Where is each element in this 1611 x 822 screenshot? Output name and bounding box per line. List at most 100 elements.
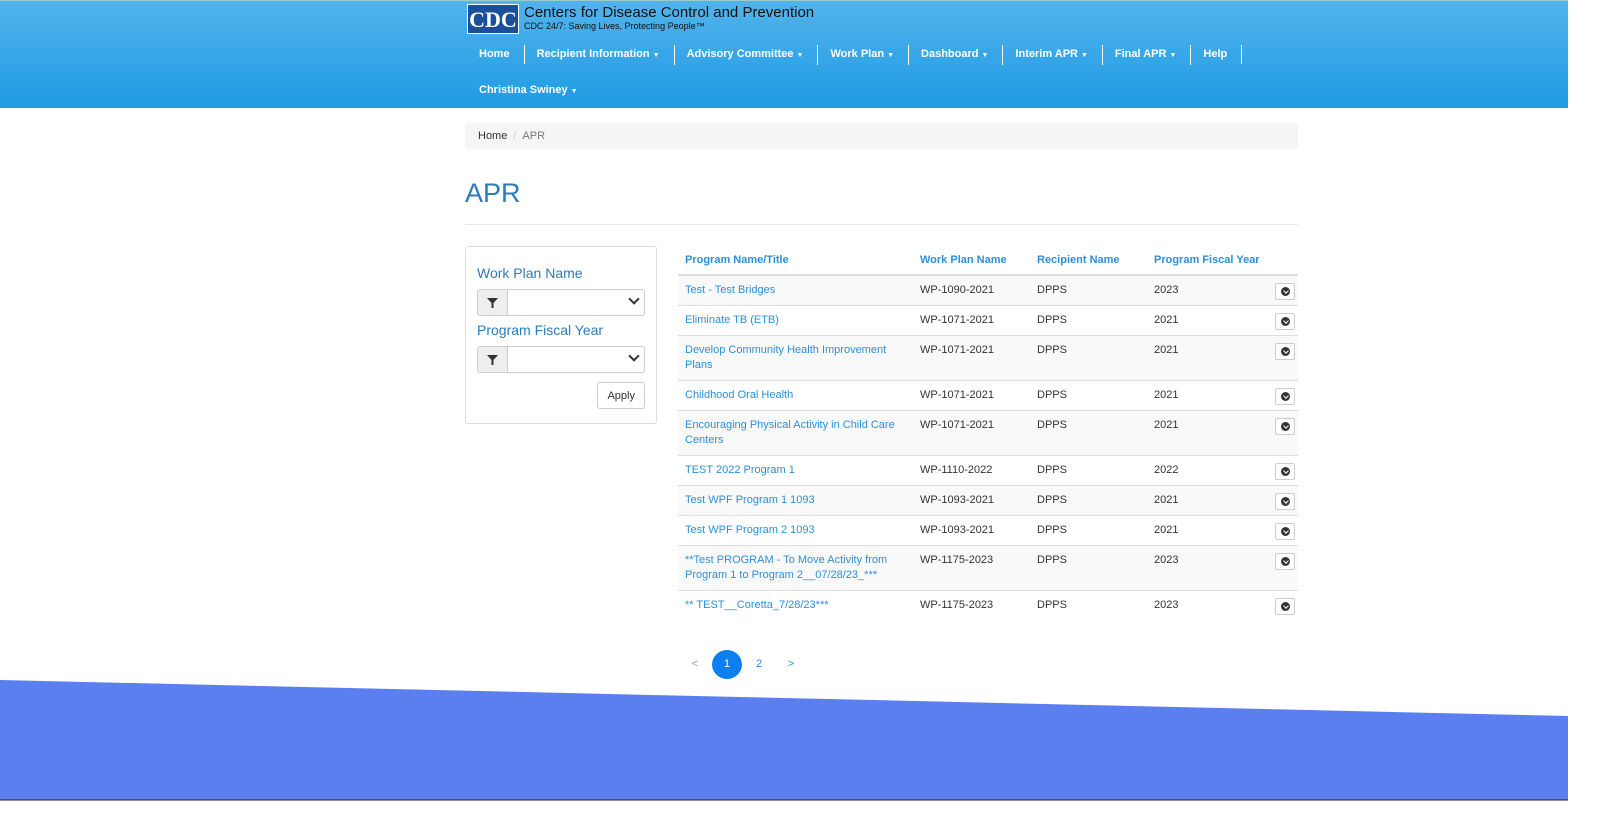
nav-item-label: Advisory Committee — [686, 47, 794, 60]
recipient-cell: DPPS — [1030, 274, 1147, 306]
chevron-down-icon — [628, 350, 640, 362]
column-header[interactable]: Work Plan Name — [913, 248, 1030, 276]
program-link[interactable]: Eliminate TB (ETB) — [685, 314, 779, 326]
expand-row-button[interactable] — [1275, 598, 1295, 615]
work-plan-cell: WP-1090-2021 — [913, 274, 1030, 306]
fiscal-year-cell: 2022 — [1147, 455, 1268, 486]
cell-value: 2021 — [1154, 494, 1179, 506]
work-plan-select[interactable] — [477, 289, 645, 316]
program-link[interactable]: TEST 2022 Program 1 — [685, 464, 795, 476]
cell-value: WP-1090-2021 — [920, 284, 994, 296]
program-name-cell: Encouraging Physical Activity in Child C… — [678, 410, 913, 456]
nav-item-work-plan[interactable]: Work Plan ▼ — [818, 44, 910, 65]
expand-row-button[interactable] — [1275, 343, 1295, 360]
column-header[interactable]: Recipient Name — [1030, 248, 1147, 276]
main-nav: Home Recipient Information ▼ Advisory Commi… — [467, 44, 1243, 65]
actions-cell — [1268, 410, 1298, 456]
nav-item-final-apr[interactable]: Final APR ▼ — [1103, 44, 1192, 65]
program-name-cell: **Test PROGRAM - To Move Activity from P… — [678, 545, 913, 591]
nav-item-interim-apr[interactable]: Interim APR ▼ — [1003, 44, 1103, 65]
next-page-button[interactable]: > — [787, 658, 795, 670]
nav-item-label: Recipient Information — [536, 47, 650, 60]
prev-page-button[interactable]: < — [691, 658, 699, 670]
nav-item-label: Help — [1203, 48, 1228, 60]
cell-value: WP-1071-2021 — [920, 419, 994, 431]
apply-button[interactable]: Apply — [597, 382, 645, 409]
tagline: CDC 24/7: Saving Lives, Protecting Peopl… — [524, 21, 705, 31]
chevron-circle-down-icon — [1281, 422, 1290, 431]
cell-value: 2021 — [1154, 524, 1179, 536]
cell-value: WP-1093-2021 — [920, 524, 994, 536]
nav-item-recipient-information[interactable]: Recipient Information ▼ — [525, 44, 675, 65]
cell-value: DPPS — [1037, 524, 1067, 536]
nav-item-dashboard[interactable]: Dashboard ▼ — [909, 44, 1004, 65]
pagination: <1 2 > — [680, 650, 1298, 679]
cell-value: DPPS — [1037, 464, 1067, 476]
expand-row-button[interactable] — [1275, 463, 1295, 480]
expand-row-button[interactable] — [1275, 418, 1295, 435]
expand-row-button[interactable] — [1275, 493, 1295, 510]
page-1-button[interactable]: 1 — [712, 650, 742, 679]
chevron-circle-down-icon — [1281, 497, 1290, 506]
cell-value: WP-1175-2023 — [920, 599, 994, 611]
results-area: Program Name/Title Work Plan Name Recipien… — [678, 248, 1298, 679]
recipient-cell: DPPS — [1030, 485, 1147, 516]
expand-row-button[interactable] — [1275, 523, 1295, 540]
column-header[interactable]: Program Name/Title — [678, 248, 913, 276]
program-link[interactable]: Develop Community Health Improvement Pla… — [685, 344, 887, 371]
nav-item-label: Home — [479, 48, 510, 60]
actions-cell — [1268, 545, 1298, 591]
nav-item-help[interactable]: Help — [1191, 45, 1243, 64]
nav-item-label: Work Plan — [830, 47, 885, 60]
cell-value: 2021 — [1154, 419, 1179, 431]
expand-row-button[interactable] — [1275, 553, 1295, 570]
nav-item-advisory-committee[interactable]: Advisory Committee ▼ — [675, 44, 819, 65]
fiscal-year-select[interactable] — [477, 346, 645, 373]
cell-value: DPPS — [1037, 389, 1067, 401]
work-plan-label: Work Plan Name — [477, 265, 583, 281]
cdc-logo[interactable]: CDC Centers for Disease Control and Prev… — [467, 4, 814, 34]
work-plan-cell: WP-1071-2021 — [913, 305, 1030, 336]
nav-item-home[interactable]: Home — [467, 45, 525, 64]
fiscal-year-cell: 2023 — [1147, 590, 1268, 620]
column-header-actions — [1268, 248, 1298, 276]
program-link[interactable]: **Test PROGRAM - To Move Activity from P… — [685, 554, 888, 581]
work-plan-cell: WP-1093-2021 — [913, 485, 1030, 516]
table-row: TEST 2022 Program 1 WP-1110-2022 DPPS 2022 — [678, 455, 1298, 486]
fiscal-year-cell: 2021 — [1147, 380, 1268, 411]
actions-cell — [1268, 485, 1298, 516]
cell-value: 2021 — [1154, 389, 1179, 401]
actions-cell — [1268, 515, 1298, 546]
breadcrumb-home[interactable]: Home — [478, 130, 508, 142]
expand-row-button[interactable] — [1275, 388, 1295, 405]
page-2-button[interactable]: 2 — [755, 658, 763, 670]
program-link[interactable]: Test - Test Bridges — [685, 284, 776, 296]
filter-icon — [478, 347, 508, 372]
user-menu[interactable]: Christina Swiney ▼ — [479, 84, 578, 96]
cell-value: 2021 — [1154, 314, 1179, 326]
caret-down-icon: ▼ — [570, 88, 578, 95]
actions-cell — [1268, 380, 1298, 411]
program-name-cell: Test - Test Bridges — [678, 274, 913, 306]
column-header[interactable]: Program Fiscal Year — [1147, 248, 1268, 276]
breadcrumb-separator: / — [513, 130, 517, 142]
cell-value: DPPS — [1037, 314, 1067, 326]
fiscal-year-cell: 2021 — [1147, 335, 1268, 381]
table-row: **Test PROGRAM - To Move Activity from P… — [678, 545, 1298, 591]
cell-value: 2023 — [1154, 284, 1179, 296]
table-row: Eliminate TB (ETB) WP-1071-2021 DPPS 2021 — [678, 305, 1298, 336]
program-link[interactable]: Encouraging Physical Activity in Child C… — [685, 419, 895, 446]
cell-value: DPPS — [1037, 344, 1067, 356]
program-link[interactable]: Childhood Oral Health — [685, 389, 794, 401]
program-link[interactable]: Test WPF Program 2 1093 — [685, 524, 815, 536]
cdc-logo-mark: CDC — [467, 4, 519, 34]
cell-value: DPPS — [1037, 599, 1067, 611]
work-plan-cell: WP-1175-2023 — [913, 590, 1030, 620]
program-link[interactable]: ** TEST__Coretta_7/28/23*** — [685, 599, 829, 611]
expand-row-button[interactable] — [1275, 283, 1295, 300]
cell-value: DPPS — [1037, 284, 1067, 296]
expand-row-button[interactable] — [1275, 313, 1295, 330]
program-link[interactable]: Test WPF Program 1 1093 — [685, 494, 815, 506]
caret-down-icon: ▼ — [1080, 51, 1088, 59]
chevron-circle-down-icon — [1281, 287, 1290, 296]
